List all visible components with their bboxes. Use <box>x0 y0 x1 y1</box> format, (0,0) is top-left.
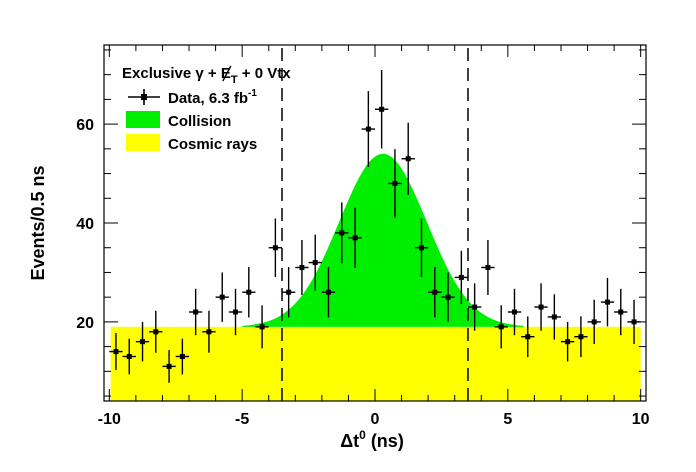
y-axis-title: Events/0.5 ns <box>28 165 48 280</box>
data-point <box>614 288 628 336</box>
data-point <box>175 338 190 375</box>
cosmic-rays-band <box>110 326 641 401</box>
legend: Exclusive γ + ET + 0 Vtx Data, 6.3 fb-1 … <box>122 65 291 153</box>
data-point <box>162 349 176 383</box>
data-point <box>228 288 243 336</box>
data-point <box>560 321 575 362</box>
data-point <box>255 305 269 349</box>
data-point <box>109 333 123 371</box>
data-point <box>242 267 256 318</box>
data-point <box>282 267 296 318</box>
x-tick-label: -5 <box>235 411 249 428</box>
data-point <box>268 218 283 277</box>
data-point <box>587 299 601 345</box>
data-point <box>388 149 402 218</box>
data-point <box>481 239 495 296</box>
data-point <box>507 288 522 336</box>
data-point <box>135 321 150 362</box>
data-point <box>534 283 548 331</box>
data-point <box>335 202 349 264</box>
x-tick-labels: -10 -5 0 5 10 <box>98 411 650 428</box>
legend-cosmic-label: Cosmic rays <box>168 136 257 153</box>
y-tick-label: 40 <box>76 216 94 233</box>
x-tick-label: 0 <box>371 411 380 428</box>
y-tick-label: 60 <box>76 117 94 134</box>
stacked-fills <box>110 153 641 401</box>
data-point <box>467 283 482 331</box>
data-point <box>215 272 229 322</box>
axis-ticks <box>104 45 646 401</box>
data-point <box>428 267 442 318</box>
data-point <box>348 207 362 268</box>
data-point <box>149 310 163 353</box>
data-point <box>494 305 508 349</box>
data-point <box>189 288 203 336</box>
data-point <box>361 91 375 168</box>
data-point <box>454 250 468 305</box>
y-tick-label: 20 <box>76 315 94 332</box>
x-tick-label: 10 <box>632 411 650 428</box>
legend-data-label: Data, 6.3 fb-1 <box>168 88 257 107</box>
x-tick-label: 5 <box>503 411 512 428</box>
data-point <box>600 277 615 327</box>
collision-distribution <box>242 153 524 327</box>
x-tick-label: -10 <box>98 411 121 428</box>
data-points <box>109 70 641 383</box>
data-point <box>308 234 322 291</box>
y-tick-labels: 20 40 60 <box>76 117 94 332</box>
met-slash-mark <box>222 65 232 82</box>
data-point <box>521 316 535 358</box>
data-point <box>547 294 561 340</box>
data-point <box>574 316 588 358</box>
data-point <box>295 239 309 296</box>
data-point <box>414 218 429 277</box>
legend-cosmic-swatch <box>126 134 160 151</box>
legend-data-marker <box>128 89 160 105</box>
x-axis-title: Δt0 (ns) <box>340 428 404 451</box>
data-point <box>441 272 455 322</box>
data-point <box>202 310 216 353</box>
legend-collision-swatch <box>126 111 160 128</box>
data-point <box>321 267 336 318</box>
data-point <box>375 70 389 149</box>
legend-title: Exclusive γ + ET + 0 Vtx <box>122 65 291 86</box>
data-point <box>401 122 415 195</box>
legend-collision-label: Collision <box>168 113 231 130</box>
data-point <box>122 338 136 375</box>
